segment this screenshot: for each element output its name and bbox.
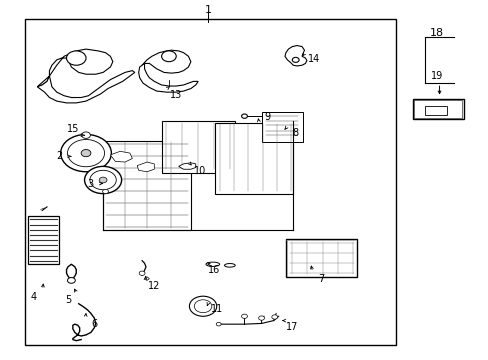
Bar <box>27 216 59 264</box>
Circle shape <box>241 314 247 319</box>
Circle shape <box>81 132 90 138</box>
Bar <box>424 107 446 116</box>
Text: 12: 12 <box>148 281 160 291</box>
Text: 16: 16 <box>208 265 220 275</box>
Circle shape <box>66 51 86 65</box>
Text: 19: 19 <box>430 71 442 81</box>
Text: 2: 2 <box>56 151 62 161</box>
Text: 13: 13 <box>170 90 182 100</box>
Circle shape <box>81 149 91 157</box>
Text: 1: 1 <box>204 5 211 15</box>
Circle shape <box>61 134 111 172</box>
Text: 3: 3 <box>87 179 93 189</box>
Circle shape <box>90 170 116 190</box>
Text: 14: 14 <box>307 54 320 64</box>
Bar <box>25 19 395 345</box>
Circle shape <box>194 300 211 313</box>
Bar <box>103 140 190 230</box>
Polygon shape <box>144 277 149 280</box>
Polygon shape <box>110 151 132 162</box>
Ellipse shape <box>224 264 235 267</box>
Polygon shape <box>37 71 135 103</box>
Polygon shape <box>137 162 154 172</box>
Bar <box>412 99 463 119</box>
Circle shape <box>99 177 107 183</box>
Ellipse shape <box>205 262 219 266</box>
Circle shape <box>271 315 277 319</box>
Circle shape <box>189 296 216 316</box>
Text: 11: 11 <box>211 304 223 314</box>
Bar <box>413 100 462 118</box>
Bar <box>215 123 293 194</box>
Polygon shape <box>37 49 113 87</box>
Circle shape <box>258 316 264 320</box>
Circle shape <box>161 51 176 62</box>
Circle shape <box>292 57 299 62</box>
Circle shape <box>84 166 122 194</box>
Text: 15: 15 <box>66 124 79 134</box>
Text: 4: 4 <box>31 292 37 302</box>
Bar <box>285 239 356 277</box>
Circle shape <box>139 271 145 275</box>
Circle shape <box>216 322 221 326</box>
Text: 9: 9 <box>264 112 270 122</box>
Bar <box>261 112 303 142</box>
Circle shape <box>102 189 108 194</box>
Circle shape <box>67 139 104 167</box>
Text: 18: 18 <box>429 28 443 38</box>
Text: 17: 17 <box>285 322 298 332</box>
Polygon shape <box>139 63 198 92</box>
Polygon shape <box>178 163 195 169</box>
Text: 10: 10 <box>193 166 205 176</box>
Bar <box>161 121 234 173</box>
Polygon shape <box>285 45 306 66</box>
Circle shape <box>67 278 75 283</box>
Circle shape <box>241 114 247 118</box>
Text: 5: 5 <box>65 295 71 305</box>
Text: 8: 8 <box>292 129 298 138</box>
Text: 6: 6 <box>91 319 97 329</box>
Polygon shape <box>142 50 190 73</box>
Text: 7: 7 <box>318 274 324 284</box>
